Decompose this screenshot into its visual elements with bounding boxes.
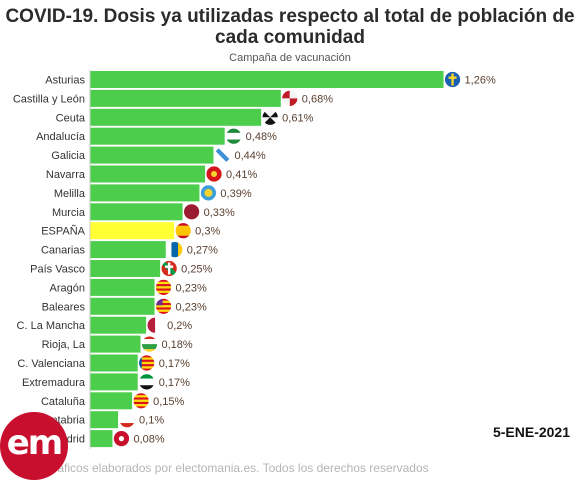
asturias-flag-icon (444, 71, 461, 88)
category-label: Andalucía (36, 131, 86, 143)
la-rioja-flag-icon (141, 336, 158, 353)
bar-madrid (90, 430, 113, 448)
value-label: 0,08% (133, 434, 164, 446)
castilla-y-leon-flag-icon (281, 90, 298, 107)
category-label: Navarra (46, 169, 86, 181)
value-label: 0,17% (159, 358, 190, 370)
bar-galicia (90, 146, 214, 164)
value-label: 0,15% (153, 396, 184, 408)
bar-ceuta (90, 108, 262, 126)
bar-rioja-la (90, 335, 141, 353)
category-label: Extremadura (22, 377, 86, 389)
value-label: 0,33% (204, 207, 235, 219)
melilla-flag-icon (200, 184, 217, 201)
category-label: C. La Mancha (17, 320, 86, 332)
extremadura-flag-icon (138, 373, 155, 390)
pais-vasco-flag-icon (161, 260, 178, 277)
bar-espa-a (90, 222, 175, 240)
bar-navarra (90, 165, 206, 183)
cantabria-flag-icon (119, 411, 136, 428)
category-label: Rioja, La (42, 339, 86, 351)
category-label: ESPAÑA (41, 225, 85, 238)
ceuta-flag-icon (262, 109, 279, 126)
value-label: 0,25% (181, 264, 212, 276)
galicia-flag-icon (214, 147, 231, 164)
aragon-flag-icon (155, 279, 172, 296)
bar-murcia (90, 203, 183, 221)
value-label: 0,39% (220, 188, 251, 200)
value-label: 0,23% (176, 282, 207, 294)
bar-canarias (90, 241, 166, 259)
category-label: Murcia (52, 207, 86, 219)
bar-asturias (90, 71, 444, 88)
value-label: 0,68% (302, 93, 333, 105)
madrid-flag-icon (113, 430, 130, 447)
chart-title: COVID-19. Dosis ya utilizadas respecto a… (5, 6, 575, 48)
value-label: 0,48% (246, 131, 277, 143)
bar-c-la-mancha (90, 316, 147, 334)
bar-pa-s-vasco (90, 260, 161, 277)
footer-credit: Gráficos elaborados por electomania.es. … (44, 461, 429, 475)
cataluna-flag-icon (133, 392, 150, 409)
category-label: Canarias (41, 245, 86, 257)
bar-melilla (90, 184, 200, 202)
bar-baleares (90, 297, 155, 315)
category-label: Melilla (54, 188, 86, 200)
value-label: 1,26% (465, 75, 496, 87)
bar-arag-n (90, 278, 155, 296)
value-label: 0,17% (159, 377, 190, 389)
category-label: Galicia (51, 150, 86, 162)
bar-catalu-a (90, 392, 133, 410)
bar-c-valenciana (90, 354, 138, 372)
category-label: Ceuta (56, 112, 86, 124)
espana-flag-icon (175, 222, 192, 239)
category-label: Cataluña (41, 396, 86, 408)
category-label: Aragón (50, 282, 85, 294)
navarra-flag-icon (206, 166, 223, 182)
baleares-flag-icon (155, 298, 172, 315)
value-label: 0,3% (195, 226, 220, 238)
category-label: Asturias (45, 75, 85, 87)
bar-cantabria (90, 411, 119, 429)
logo-text: em (6, 423, 63, 463)
castilla-la-mancha-flag-icon (147, 317, 164, 334)
murcia-flag-icon (183, 203, 200, 220)
andalucia-flag-icon (225, 128, 242, 145)
category-label: País Vasco (30, 264, 85, 276)
value-label: 0,1% (139, 415, 164, 427)
valencia-flag-icon (138, 355, 155, 371)
value-label: 0,2% (167, 320, 192, 332)
value-label: 0,27% (187, 245, 218, 257)
canarias-flag-icon (166, 241, 183, 258)
value-label: 0,18% (162, 339, 193, 351)
value-label: 0,44% (234, 150, 265, 162)
category-label: Castilla y León (13, 93, 85, 105)
category-label: Baleares (42, 301, 86, 313)
value-label: 0,41% (226, 169, 257, 181)
value-label: 0,23% (176, 301, 207, 313)
date-label: 5-ENE-2021 (492, 424, 570, 440)
bar-extremadura (90, 373, 138, 391)
value-label: 0,61% (282, 112, 313, 124)
bar-castilla-y-le-n (90, 89, 281, 107)
bar-andaluc-a (90, 127, 225, 145)
electomania-logo: em (0, 412, 68, 480)
chart-subtitle: Campaña de vacunación (229, 52, 351, 64)
category-label: C. Valenciana (17, 358, 86, 370)
